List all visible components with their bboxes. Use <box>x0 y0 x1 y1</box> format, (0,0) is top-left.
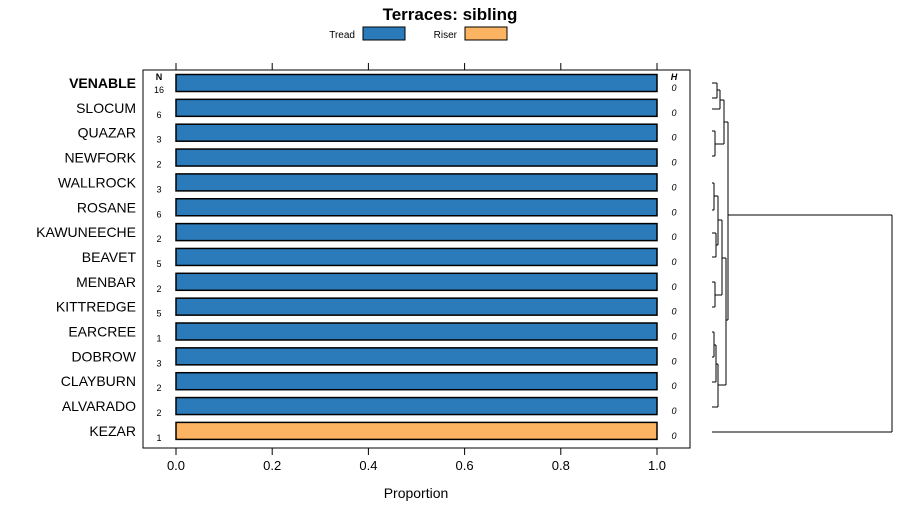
bar-tread <box>175 173 658 192</box>
category-label: EARCREE <box>68 324 136 340</box>
h-value: 0 <box>671 207 676 217</box>
category-label: CLAYBURN <box>61 373 136 389</box>
h-value: 0 <box>671 381 676 391</box>
x-tick-label: 0.4 <box>359 458 377 473</box>
bar-tread <box>175 347 658 366</box>
x-tick-label: 0.0 <box>167 458 185 473</box>
n-value: 2 <box>156 234 161 244</box>
category-label: MENBAR <box>76 274 136 290</box>
n-value: 2 <box>156 284 161 294</box>
category-label: BEAVET <box>82 249 137 265</box>
n-value: 2 <box>156 383 161 393</box>
h-column-header: H <box>671 72 678 82</box>
n-value: 3 <box>156 358 161 368</box>
bar-riser <box>175 421 658 441</box>
category-label: KEZAR <box>89 423 136 439</box>
h-value: 0 <box>671 108 676 118</box>
h-value: 0 <box>671 307 676 317</box>
n-value: 1 <box>156 433 161 443</box>
h-value: 0 <box>671 356 676 366</box>
bar-tread <box>175 297 658 316</box>
h-value: 0 <box>671 406 676 416</box>
h-value: 0 <box>671 232 676 242</box>
legend-swatch-riser <box>464 26 508 41</box>
bar-tread <box>175 396 658 416</box>
n-column-header: N <box>156 72 163 82</box>
n-value: 5 <box>156 309 161 319</box>
bar-tread <box>175 148 658 167</box>
h-value: 0 <box>671 182 676 192</box>
category-label: DOBROW <box>71 348 136 364</box>
h-value: 0 <box>671 158 676 168</box>
n-value: 16 <box>154 85 164 95</box>
bar-tread <box>175 247 658 267</box>
x-axis-label: Proportion <box>384 485 449 501</box>
category-label: KAWUNEECHE <box>36 224 136 240</box>
category-label: SLOCUM <box>76 100 136 116</box>
n-value: 1 <box>156 334 161 344</box>
n-value: 5 <box>156 259 161 269</box>
legend-label-tread: Tread <box>329 30 355 41</box>
bar-tread <box>175 198 658 217</box>
bar-tread <box>175 272 658 292</box>
h-value: 0 <box>671 332 676 342</box>
category-label: KITTREDGE <box>56 299 136 315</box>
n-value: 3 <box>156 184 161 194</box>
bar-tread <box>175 371 658 391</box>
legend-swatch-tread <box>362 26 406 41</box>
chart-title: Terraces: sibling <box>383 5 518 24</box>
bar-tread <box>175 73 658 93</box>
category-label: QUAZAR <box>78 125 136 141</box>
legend-label-riser: Riser <box>434 30 458 41</box>
n-value: 6 <box>156 110 161 120</box>
h-value: 0 <box>671 431 676 441</box>
h-value: 0 <box>671 282 676 292</box>
x-axis: 0.0 0.2 0.4 0.6 0.8 1.0 <box>167 63 666 473</box>
x-tick-label: 0.2 <box>263 458 281 473</box>
dendrogram <box>712 82 893 433</box>
x-tick-label: 1.0 <box>648 458 666 473</box>
category-label: WALLROCK <box>58 174 137 190</box>
h-value: 0 <box>671 133 676 143</box>
bar-tread <box>175 123 658 142</box>
bar-tread <box>175 322 658 341</box>
n-value: 2 <box>156 408 161 418</box>
bar-tread <box>175 222 658 242</box>
n-value: 3 <box>156 135 161 145</box>
n-value: 2 <box>156 160 161 170</box>
x-tick-label: 0.8 <box>552 458 570 473</box>
legend: Tread Riser <box>329 26 508 41</box>
plot-frame <box>142 69 691 449</box>
category-label: NEWFORK <box>64 150 136 166</box>
n-value: 6 <box>156 209 161 219</box>
h-value: 0 <box>671 83 676 93</box>
category-label: ROSANE <box>77 199 136 215</box>
category-label: ALVARADO <box>62 398 136 414</box>
category-label: VENABLE <box>69 75 136 91</box>
bar-tread <box>175 98 658 118</box>
h-value: 0 <box>671 257 676 267</box>
x-tick-label: 0.6 <box>456 458 474 473</box>
